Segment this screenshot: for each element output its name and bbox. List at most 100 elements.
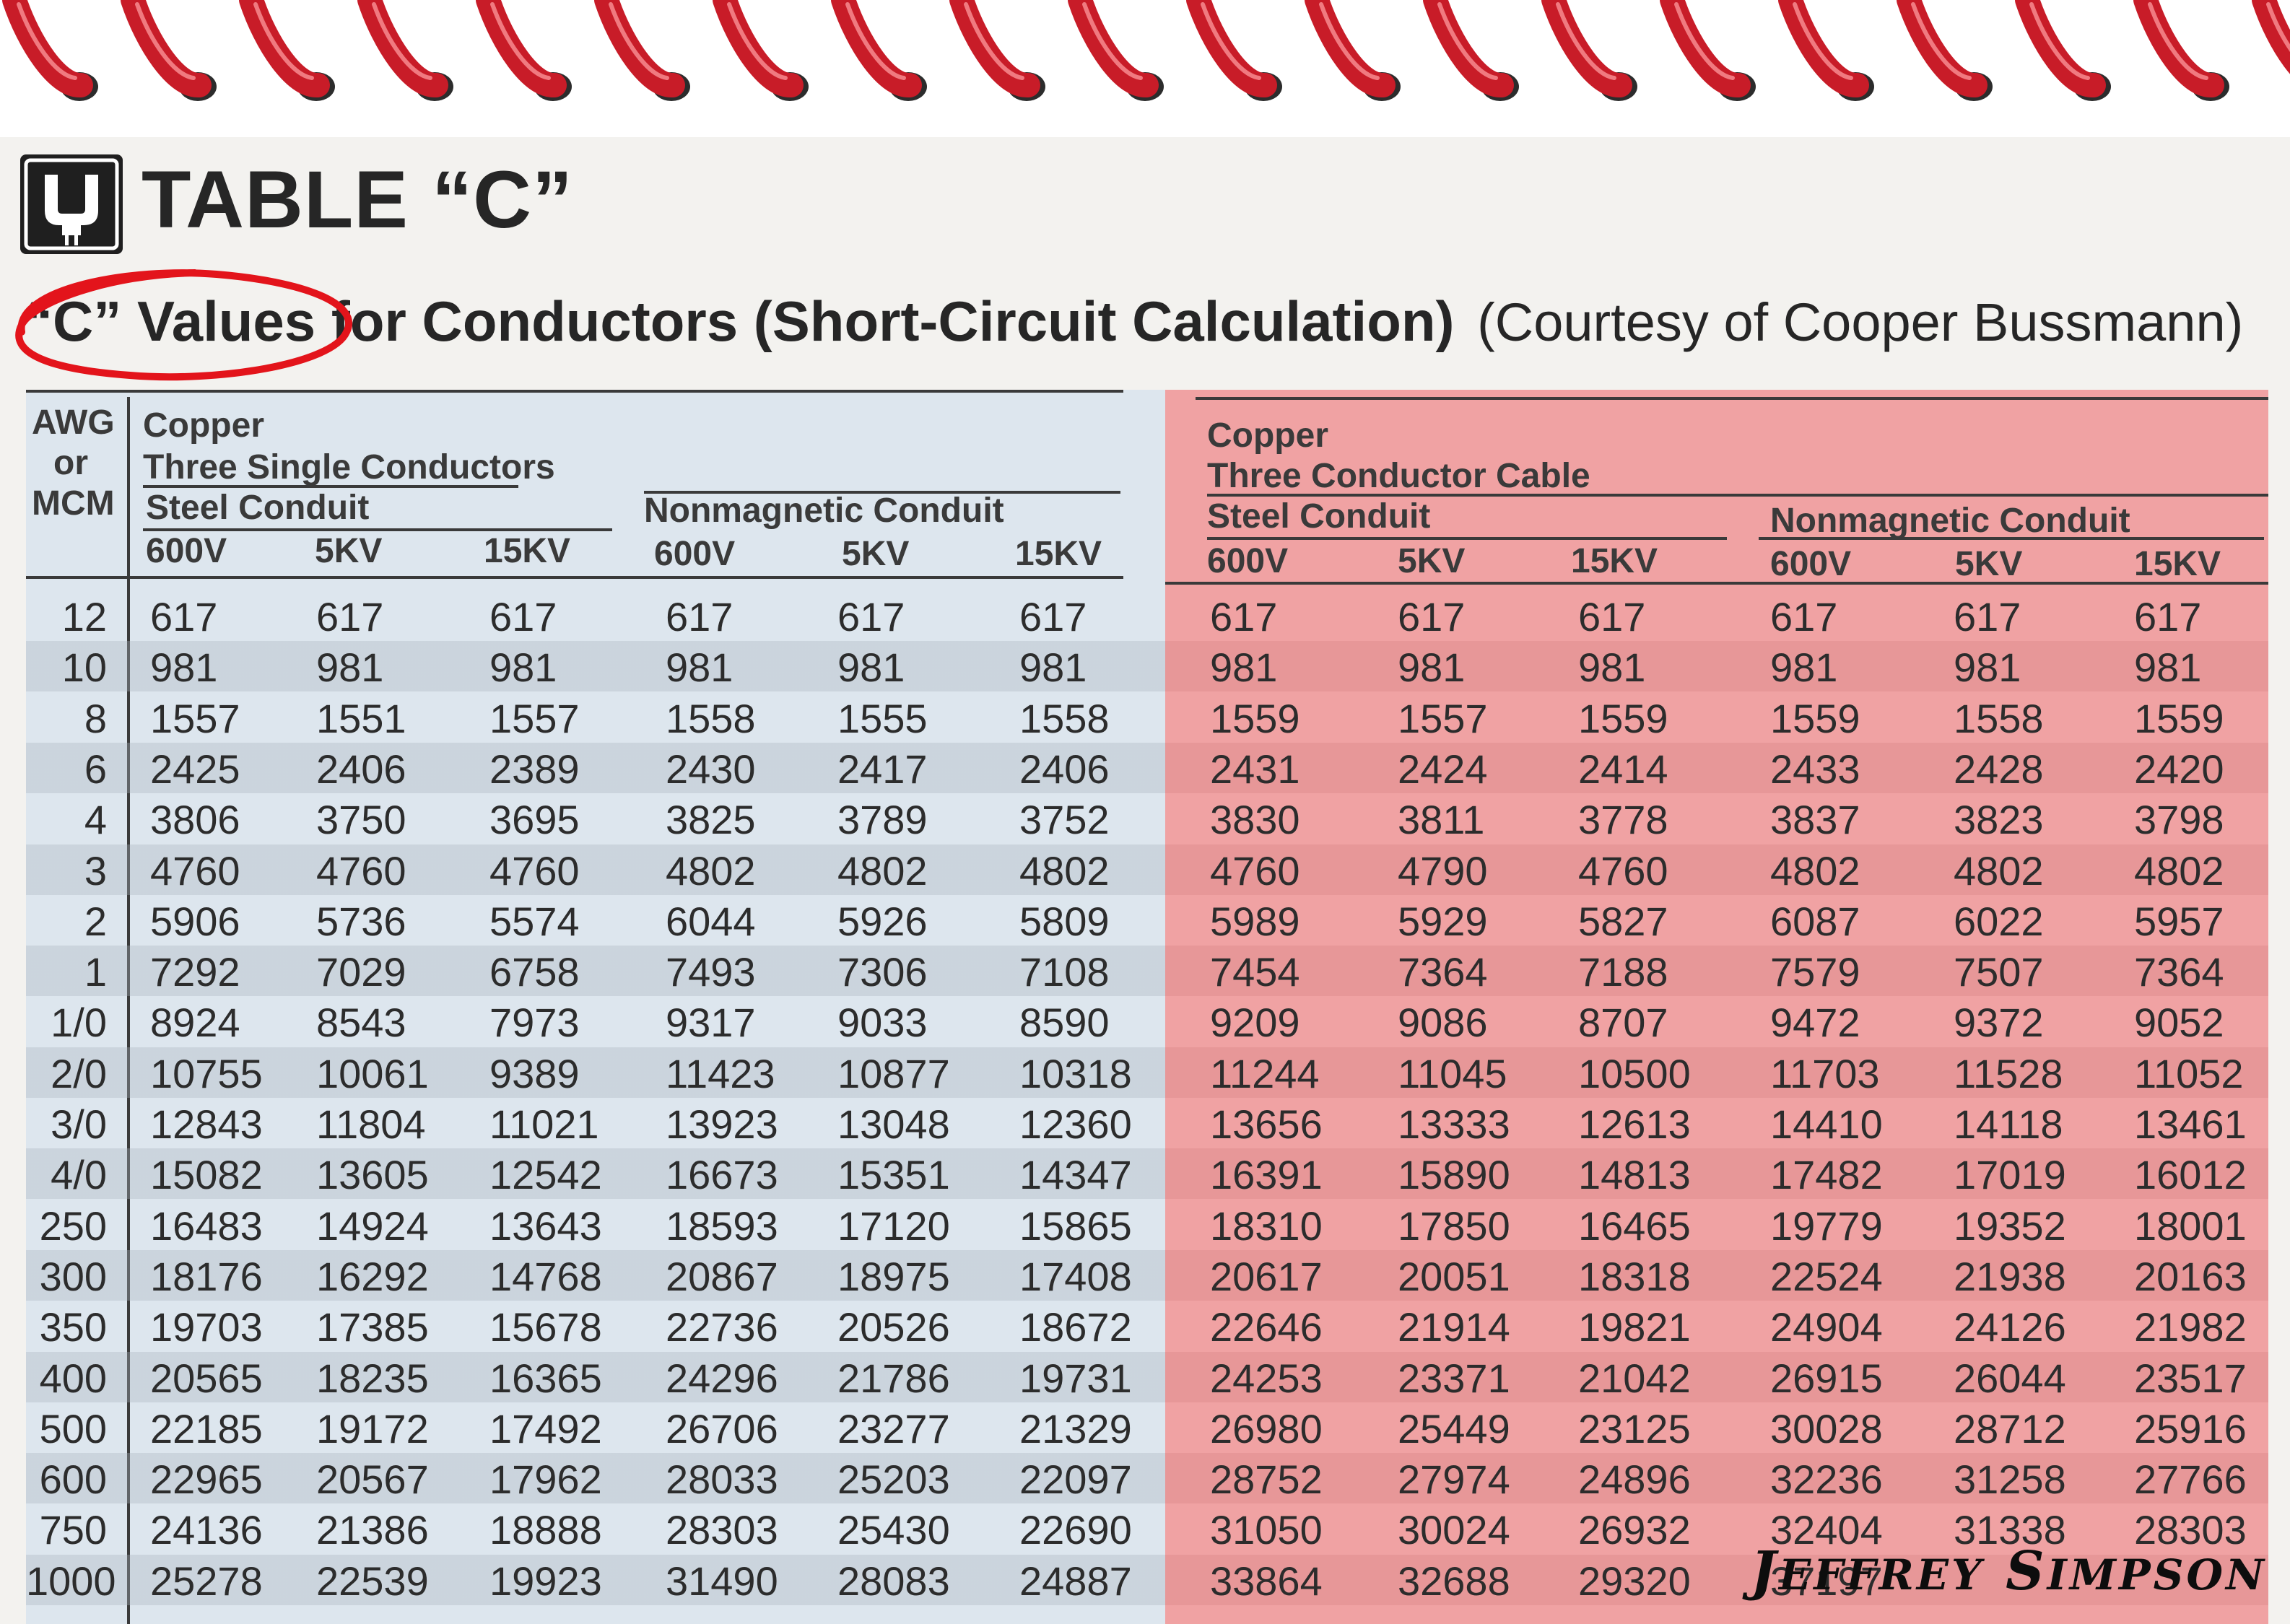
c-value-cell: 30024 — [1398, 1507, 1510, 1553]
spiral-coil — [1068, 0, 1164, 101]
c-value-cell: 13656 — [1210, 1101, 1323, 1147]
red-highlight — [1165, 390, 2268, 1624]
c-value-cell: 37197 — [1770, 1558, 1883, 1604]
conductor-size-cell: 2 — [84, 898, 107, 944]
left-volt-600v-steel: 600V — [146, 532, 227, 570]
c-value-cell: 19352 — [1954, 1202, 2066, 1249]
c-value-cell: 1555 — [837, 695, 928, 741]
c-value-cell: 4760 — [316, 847, 406, 894]
c-value-cell: 5809 — [1019, 898, 1110, 944]
c-value-cell: 1559 — [1578, 695, 1668, 741]
c-value-cell: 1559 — [2134, 695, 2224, 741]
c-value-cell: 13048 — [837, 1101, 950, 1147]
c-value-cell: 981 — [837, 645, 905, 691]
table-row: 1/0 8924 8543 7973 9317 9033 8590 9209 9086 8707 9… — [26, 996, 2268, 1047]
left-volt-15kv-nonmag: 15KV — [1015, 535, 1102, 573]
right-volt-5kv-steel: 5KV — [1398, 542, 1466, 580]
c-value-cell: 19172 — [316, 1405, 429, 1451]
c-value-cell: 16483 — [150, 1202, 263, 1249]
c-value-cell: 20867 — [666, 1253, 778, 1299]
c-value-cell: 19923 — [489, 1558, 602, 1604]
c-value-cell: 6044 — [666, 898, 756, 944]
c-value-cell: 20565 — [150, 1355, 263, 1401]
c-value-cell: 19779 — [1770, 1202, 1883, 1249]
c-value-cell: 4802 — [1019, 847, 1110, 894]
c-value-cell: 1558 — [1019, 695, 1110, 741]
c-value-cell: 21329 — [1019, 1405, 1132, 1451]
c-value-cell: 13333 — [1398, 1101, 1510, 1147]
c-value-cell: 28083 — [837, 1558, 950, 1604]
c-value-cell: 22646 — [1210, 1304, 1323, 1350]
spiral-coil — [2015, 0, 2111, 101]
right-volt-15kv-steel: 15KV — [1571, 542, 1658, 580]
c-value-cell: 28033 — [666, 1457, 778, 1503]
c-value-cell: 14924 — [316, 1202, 429, 1249]
c-value-cell: 7029 — [316, 949, 406, 995]
c-value-cell: 981 — [316, 645, 384, 691]
c-value-cell: 617 — [1019, 594, 1087, 639]
left-volt-5kv-steel: 5KV — [315, 532, 383, 570]
c-value-cell: 16391 — [1210, 1152, 1323, 1198]
spiral-coil — [1778, 0, 1874, 101]
c-value-cell: 18176 — [150, 1253, 263, 1299]
right-volt-5kv-nonmag: 5KV — [1955, 545, 2023, 583]
c-value-cell: 9317 — [666, 1000, 756, 1046]
c-value-cell: 15890 — [1398, 1152, 1510, 1198]
c-value-cell: 14118 — [1954, 1101, 2063, 1147]
c-value-cell: 26915 — [1770, 1355, 1883, 1401]
c-value-cell: 3825 — [666, 797, 756, 843]
c-value-cell: 10500 — [1578, 1050, 1691, 1096]
spiral-coil — [594, 0, 690, 101]
c-value-cell: 7306 — [837, 949, 928, 995]
c-value-cell: 2406 — [316, 746, 406, 792]
subtitle-main: “C” Values for Conductors (Short-Circuit… — [25, 289, 1455, 353]
conductor-size-cell: 4/0 — [51, 1152, 107, 1198]
conductor-size-cell: 750 — [39, 1507, 107, 1553]
c-value-cell: 2424 — [1398, 746, 1488, 792]
spiral-coil — [949, 0, 1045, 101]
c-value-cell: 22097 — [1019, 1457, 1132, 1503]
c-value-cell: 31490 — [666, 1558, 778, 1604]
left-nonmag-rule — [644, 491, 1120, 494]
left-nonmagnetic-conduit: Nonmagnetic Conduit — [644, 492, 1004, 530]
c-value-cell: 9372 — [1954, 1000, 2044, 1046]
c-value-cell: 15865 — [1019, 1202, 1132, 1249]
c-value-cell: 25278 — [150, 1558, 263, 1604]
spiral-binding-coils — [2, 0, 2290, 101]
c-value-cell: 26706 — [666, 1405, 778, 1451]
author-signature: JEFFREY SIMPSON — [1751, 1540, 2267, 1602]
c-value-cell: 3837 — [1770, 797, 1860, 843]
right-nonmagnetic-conduit: Nonmagnetic Conduit — [1770, 502, 2130, 540]
right-steel-conduit: Steel Conduit — [1207, 497, 1431, 536]
c-value-cell: 22965 — [150, 1457, 263, 1503]
c-value-cell: 2420 — [2134, 746, 2224, 792]
table-row: 300 18176 16292 14768 20867 18975 17408 20617 20… — [26, 1249, 2268, 1301]
c-value-cell: 2433 — [1770, 746, 1860, 792]
c-value-cell: 2430 — [666, 746, 756, 792]
spiral-coil — [1186, 0, 1282, 101]
table-row: 600 22965 20567 17962 28033 25203 22097 28752 27… — [26, 1453, 2268, 1504]
table-row: 12 617 617 617 617 617 617 617 617 617 617 617 617 — [26, 590, 2268, 641]
conductor-size-cell: 500 — [39, 1405, 107, 1451]
c-value-cell: 32236 — [1770, 1457, 1883, 1503]
c-value-cell: 981 — [150, 645, 218, 691]
size-header-mcm: MCM — [32, 484, 115, 523]
c-value-cell: 12613 — [1578, 1101, 1691, 1147]
conductor-size-cell: 1 — [84, 949, 107, 995]
c-value-cell: 4802 — [1770, 847, 1860, 894]
c-value-cell: 617 — [1954, 594, 2021, 639]
c-value-cell: 6022 — [1954, 898, 2044, 944]
c-value-cell: 2417 — [837, 746, 928, 792]
right-material: Copper — [1207, 416, 1328, 455]
c-value-cell: 7454 — [1210, 949, 1300, 995]
c-value-cell: 11804 — [316, 1101, 426, 1147]
conductor-size-cell: 1/0 — [51, 1000, 107, 1046]
c-value-cell: 21042 — [1578, 1355, 1691, 1401]
c-value-cell: 18318 — [1578, 1253, 1691, 1299]
left-type: Three Single Conductors — [143, 448, 555, 486]
signature-first-rest: EFFREY — [1779, 1550, 1985, 1599]
c-value-cell: 3789 — [837, 797, 928, 843]
c-value-cell: 14768 — [489, 1253, 602, 1299]
c-value-cell: 5827 — [1578, 898, 1668, 944]
c-value-cell: 1557 — [150, 695, 240, 741]
